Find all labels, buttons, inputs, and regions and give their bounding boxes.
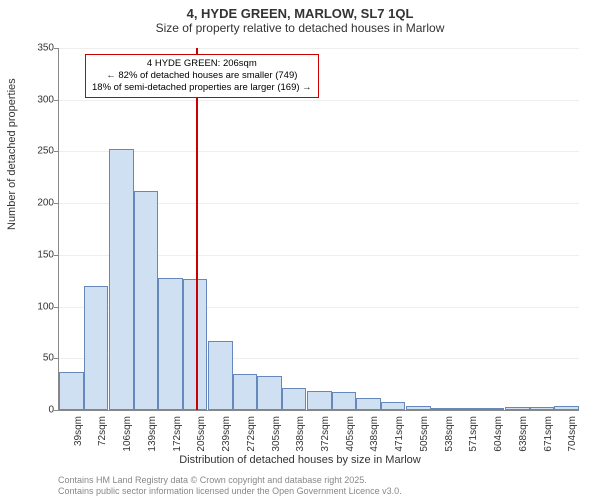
x-tick-label: 305sqm xyxy=(271,416,282,456)
y-tick-label: 0 xyxy=(24,405,54,416)
grid-line xyxy=(59,100,579,101)
y-tick-mark xyxy=(54,255,58,256)
histogram-bar xyxy=(480,408,505,410)
y-tick-label: 350 xyxy=(24,43,54,54)
x-tick-label: 671sqm xyxy=(543,416,554,456)
histogram-bar xyxy=(431,408,456,410)
histogram-bar xyxy=(109,149,134,410)
footer-line-1: Contains HM Land Registry data © Crown c… xyxy=(58,475,402,486)
x-tick-label: 405sqm xyxy=(345,416,356,456)
histogram-bar xyxy=(59,372,84,410)
histogram-bar xyxy=(332,392,357,410)
y-tick-mark xyxy=(54,307,58,308)
x-tick-label: 471sqm xyxy=(394,416,405,456)
footer-attribution: Contains HM Land Registry data © Crown c… xyxy=(58,475,402,497)
histogram-bar xyxy=(233,374,258,410)
y-tick-mark xyxy=(54,151,58,152)
plot-area: 4 HYDE GREEN: 206sqm← 82% of detached ho… xyxy=(58,48,579,411)
x-tick-label: 272sqm xyxy=(246,416,257,456)
annotation-line-1: ← 82% of detached houses are smaller (74… xyxy=(92,70,312,82)
histogram-bar xyxy=(208,341,233,410)
y-tick-mark xyxy=(54,48,58,49)
y-tick-label: 300 xyxy=(24,94,54,105)
x-tick-label: 604sqm xyxy=(493,416,504,456)
y-tick-mark xyxy=(54,358,58,359)
histogram-bar xyxy=(134,191,159,410)
x-tick-label: 139sqm xyxy=(147,416,158,456)
y-tick-label: 50 xyxy=(24,353,54,364)
x-tick-label: 372sqm xyxy=(320,416,331,456)
histogram-bar xyxy=(158,278,183,410)
annotation-box: 4 HYDE GREEN: 206sqm← 82% of detached ho… xyxy=(85,54,319,98)
x-tick-label: 505sqm xyxy=(419,416,430,456)
x-tick-label: 72sqm xyxy=(97,416,108,456)
histogram-bar xyxy=(406,406,431,410)
x-tick-label: 172sqm xyxy=(172,416,183,456)
x-tick-label: 638sqm xyxy=(518,416,529,456)
y-tick-label: 250 xyxy=(24,146,54,157)
histogram-bar xyxy=(84,286,109,410)
grid-line xyxy=(59,48,579,49)
x-tick-label: 205sqm xyxy=(196,416,207,456)
y-tick-label: 100 xyxy=(24,301,54,312)
annotation-title: 4 HYDE GREEN: 206sqm xyxy=(92,58,312,70)
reference-line xyxy=(196,48,198,410)
y-tick-label: 200 xyxy=(24,198,54,209)
y-tick-mark xyxy=(54,100,58,101)
y-tick-label: 150 xyxy=(24,249,54,260)
x-tick-label: 571sqm xyxy=(468,416,479,456)
histogram-bar xyxy=(307,391,332,410)
y-tick-mark xyxy=(54,203,58,204)
histogram-bar xyxy=(381,402,406,410)
footer-line-2: Contains public sector information licen… xyxy=(58,486,402,497)
x-tick-label: 704sqm xyxy=(567,416,578,456)
x-tick-label: 106sqm xyxy=(122,416,133,456)
chart-subtitle: Size of property relative to detached ho… xyxy=(0,21,600,39)
histogram-bar xyxy=(530,407,555,410)
x-tick-label: 239sqm xyxy=(221,416,232,456)
annotation-line-2: 18% of semi-detached properties are larg… xyxy=(92,82,312,94)
y-tick-mark xyxy=(54,410,58,411)
x-tick-label: 538sqm xyxy=(444,416,455,456)
y-axis-label: Number of detached properties xyxy=(6,78,18,230)
histogram-bar xyxy=(257,376,282,410)
histogram-bar xyxy=(505,407,530,410)
x-tick-label: 438sqm xyxy=(369,416,380,456)
chart-container: 4, HYDE GREEN, MARLOW, SL7 1QL Size of p… xyxy=(0,0,600,500)
histogram-bar xyxy=(554,406,579,410)
chart-title: 4, HYDE GREEN, MARLOW, SL7 1QL xyxy=(0,0,600,21)
histogram-bar xyxy=(356,398,381,410)
x-tick-label: 39sqm xyxy=(73,416,84,456)
x-tick-label: 338sqm xyxy=(295,416,306,456)
grid-line xyxy=(59,151,579,152)
histogram-bar xyxy=(282,388,307,410)
histogram-bar xyxy=(455,408,480,410)
